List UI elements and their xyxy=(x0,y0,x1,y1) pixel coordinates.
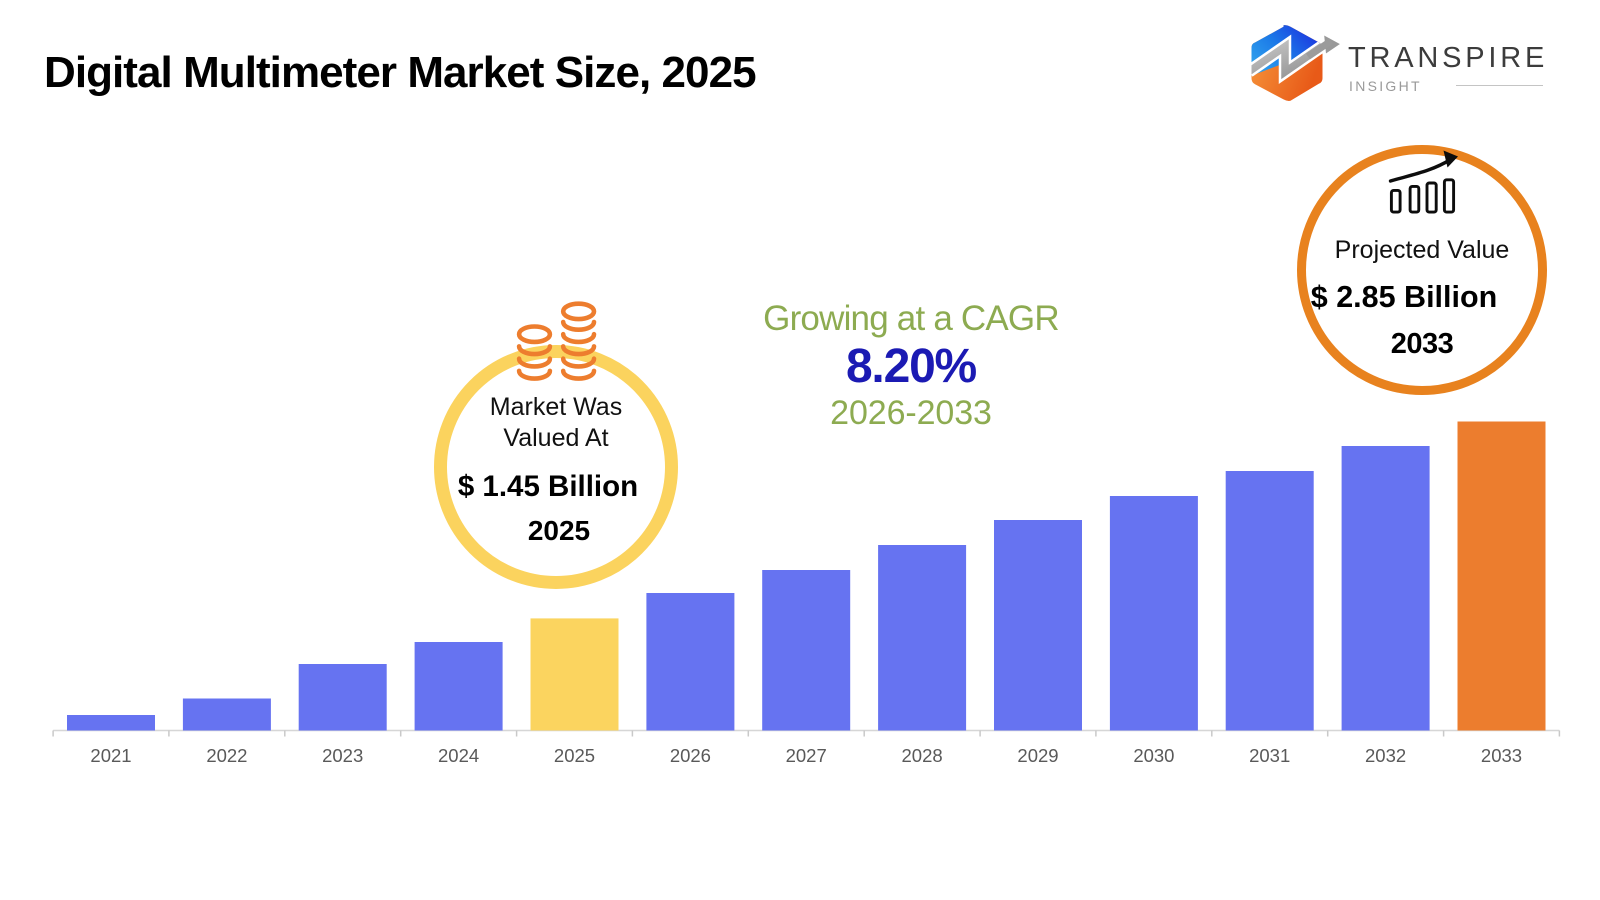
svg-text:2030: 2030 xyxy=(1133,745,1174,766)
svg-text:2026: 2026 xyxy=(670,745,711,766)
svg-text:2023: 2023 xyxy=(322,745,363,766)
svg-text:2032: 2032 xyxy=(1365,745,1406,766)
svg-text:2025: 2025 xyxy=(554,745,595,766)
svg-text:2027: 2027 xyxy=(786,745,827,766)
svg-text:2024: 2024 xyxy=(438,745,479,766)
svg-text:2033: 2033 xyxy=(1481,745,1522,766)
svg-text:2021: 2021 xyxy=(90,745,131,766)
svg-text:2028: 2028 xyxy=(902,745,943,766)
svg-text:2029: 2029 xyxy=(1017,745,1058,766)
svg-text:2031: 2031 xyxy=(1249,745,1290,766)
svg-text:2022: 2022 xyxy=(206,745,247,766)
